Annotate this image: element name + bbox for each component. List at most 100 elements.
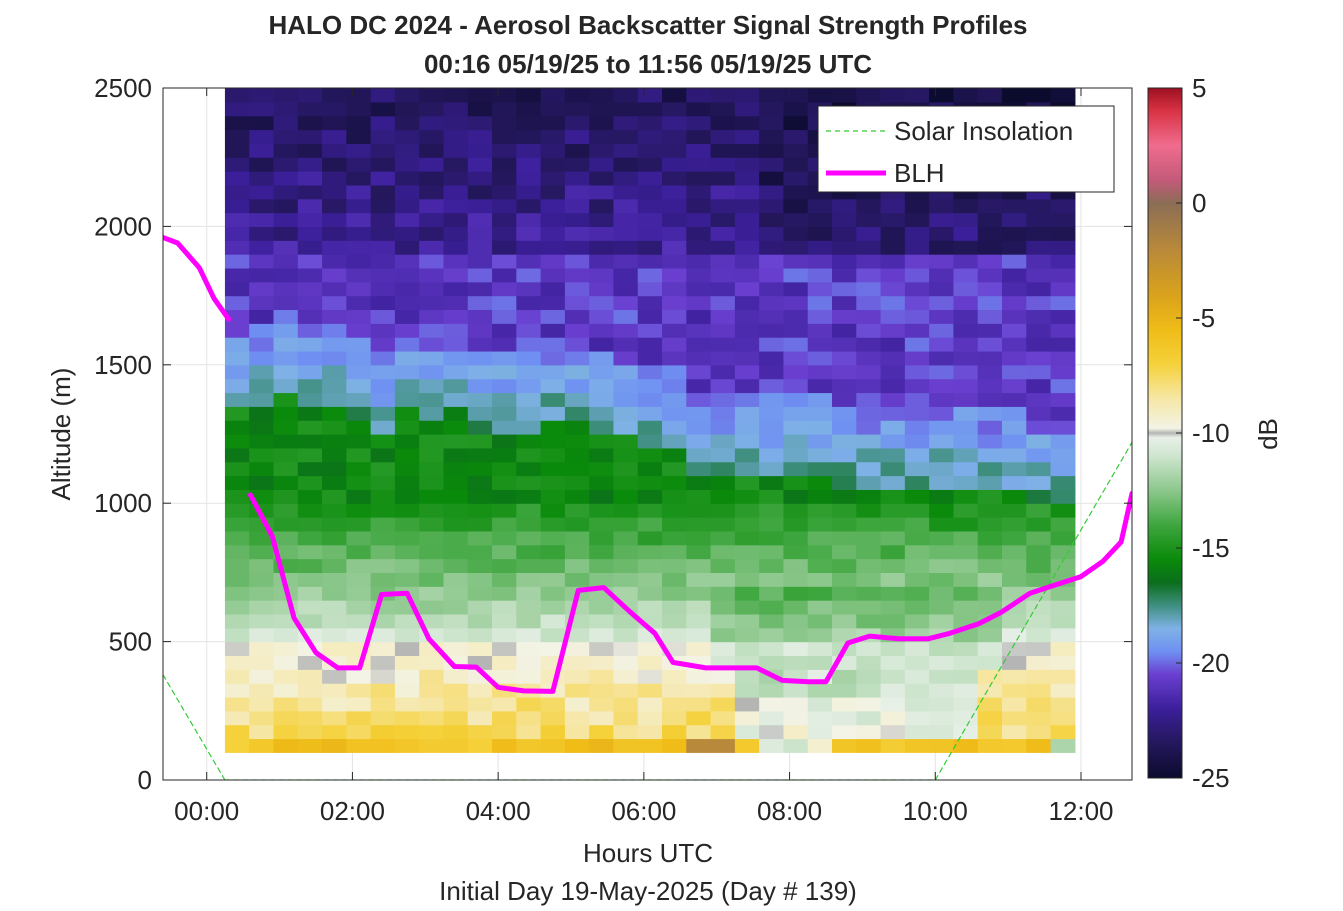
heatmap-cell — [516, 267, 542, 283]
heatmap-cell — [443, 212, 469, 227]
heatmap-cell — [807, 295, 833, 311]
heatmap-cell — [977, 544, 1003, 560]
heatmap-cell — [419, 420, 445, 435]
solar-insolation-line — [163, 674, 226, 780]
heatmap-cell — [589, 406, 615, 421]
heatmap-cell — [637, 198, 663, 214]
heatmap-cell — [856, 489, 882, 504]
heatmap-cell — [370, 641, 396, 657]
heatmap-cell — [492, 530, 517, 546]
heatmap-cell — [370, 669, 396, 684]
heatmap-cell — [856, 572, 882, 587]
heatmap-cell — [613, 544, 639, 560]
heatmap-cell — [443, 295, 469, 311]
heatmap-cell — [394, 641, 420, 657]
heatmap-cell — [807, 558, 833, 573]
heatmap-cell — [953, 226, 979, 241]
heatmap-cell — [273, 724, 299, 740]
heatmap-cell — [419, 586, 445, 601]
heatmap-cell — [394, 447, 420, 463]
heatmap-cell — [1026, 267, 1052, 283]
heatmap-cell — [734, 115, 760, 131]
heatmap-cell — [783, 627, 809, 643]
heatmap-cell — [1050, 461, 1076, 477]
heatmap-cell — [346, 710, 372, 726]
heatmap-cell — [783, 710, 809, 726]
heatmap-cell — [783, 198, 809, 214]
heatmap-cell — [370, 683, 396, 698]
heatmap-cell — [370, 295, 396, 311]
heatmap-cell — [564, 669, 590, 684]
heatmap-cell — [977, 669, 1003, 684]
heatmap-cell — [564, 323, 590, 338]
heatmap-cell — [224, 323, 250, 338]
heatmap-cell — [394, 489, 420, 504]
colorbar-tick-label: 5 — [1192, 73, 1206, 103]
heatmap-cell — [734, 489, 760, 504]
heatmap-cell — [394, 475, 420, 490]
heatmap-cell — [637, 171, 663, 186]
heatmap-cell — [589, 281, 615, 297]
heatmap-cell — [1001, 267, 1027, 283]
heatmap-cell — [807, 337, 833, 352]
heatmap-cell — [1001, 406, 1027, 421]
heatmap-cell — [904, 420, 930, 435]
heatmap-cell — [443, 88, 469, 103]
heatmap-cell — [249, 129, 275, 144]
heatmap-cell — [322, 337, 347, 352]
heatmap-cell — [832, 295, 857, 311]
heatmap-cell — [370, 461, 396, 477]
heatmap-cell — [224, 295, 250, 311]
heatmap-cell — [540, 364, 566, 380]
heatmap-cell — [856, 503, 882, 518]
heatmap-cell — [807, 586, 833, 601]
heatmap-cell — [297, 198, 323, 214]
heatmap-cell — [249, 710, 275, 726]
heatmap-cell — [516, 461, 542, 477]
heatmap-cell — [346, 392, 372, 407]
heatmap-cell — [710, 724, 736, 740]
heatmap-cell — [516, 613, 542, 629]
heatmap-cell — [467, 129, 493, 144]
heatmap-cell — [929, 309, 955, 324]
heatmap-cell — [1001, 641, 1027, 657]
heatmap-cell — [224, 696, 250, 712]
heatmap-cell — [856, 669, 882, 684]
heatmap-cell — [613, 226, 639, 241]
heatmap-cell — [346, 129, 372, 144]
heatmap-cell — [419, 683, 445, 698]
heatmap-cell — [273, 710, 299, 726]
heatmap-cell — [589, 655, 615, 670]
heatmap-cell — [662, 406, 687, 421]
heatmap-cell — [492, 143, 517, 158]
heatmap-cell — [953, 738, 979, 753]
heatmap-cell — [832, 392, 857, 407]
heatmap-cell — [759, 434, 785, 449]
heatmap-cell — [346, 627, 372, 643]
heatmap-cell — [977, 489, 1003, 504]
colorbar-tick-label: -5 — [1192, 303, 1215, 333]
heatmap-cell — [686, 350, 712, 366]
heatmap-cell — [492, 558, 517, 573]
heatmap-cell — [467, 198, 493, 214]
heatmap-cell — [662, 627, 687, 643]
heatmap-cell — [1026, 309, 1052, 324]
heatmap-cell — [637, 558, 663, 573]
heatmap-cell — [807, 434, 833, 449]
heatmap-cell — [322, 101, 347, 117]
heatmap-cell — [492, 88, 517, 103]
heatmap-cell — [249, 212, 275, 227]
heatmap-cell — [564, 198, 590, 214]
heatmap-cell — [249, 364, 275, 380]
heatmap-cell — [224, 475, 250, 490]
heatmap-cell — [492, 323, 517, 338]
heatmap-cell — [370, 129, 396, 144]
heatmap-cell — [880, 434, 906, 449]
colorbar-tick-label: -10 — [1192, 418, 1230, 448]
heatmap-cell — [224, 558, 250, 573]
heatmap-cell — [613, 143, 639, 158]
heatmap-cell — [929, 613, 955, 629]
heatmap-cell — [759, 323, 785, 338]
heatmap-cell — [783, 696, 809, 712]
heatmap-cell — [929, 240, 955, 255]
